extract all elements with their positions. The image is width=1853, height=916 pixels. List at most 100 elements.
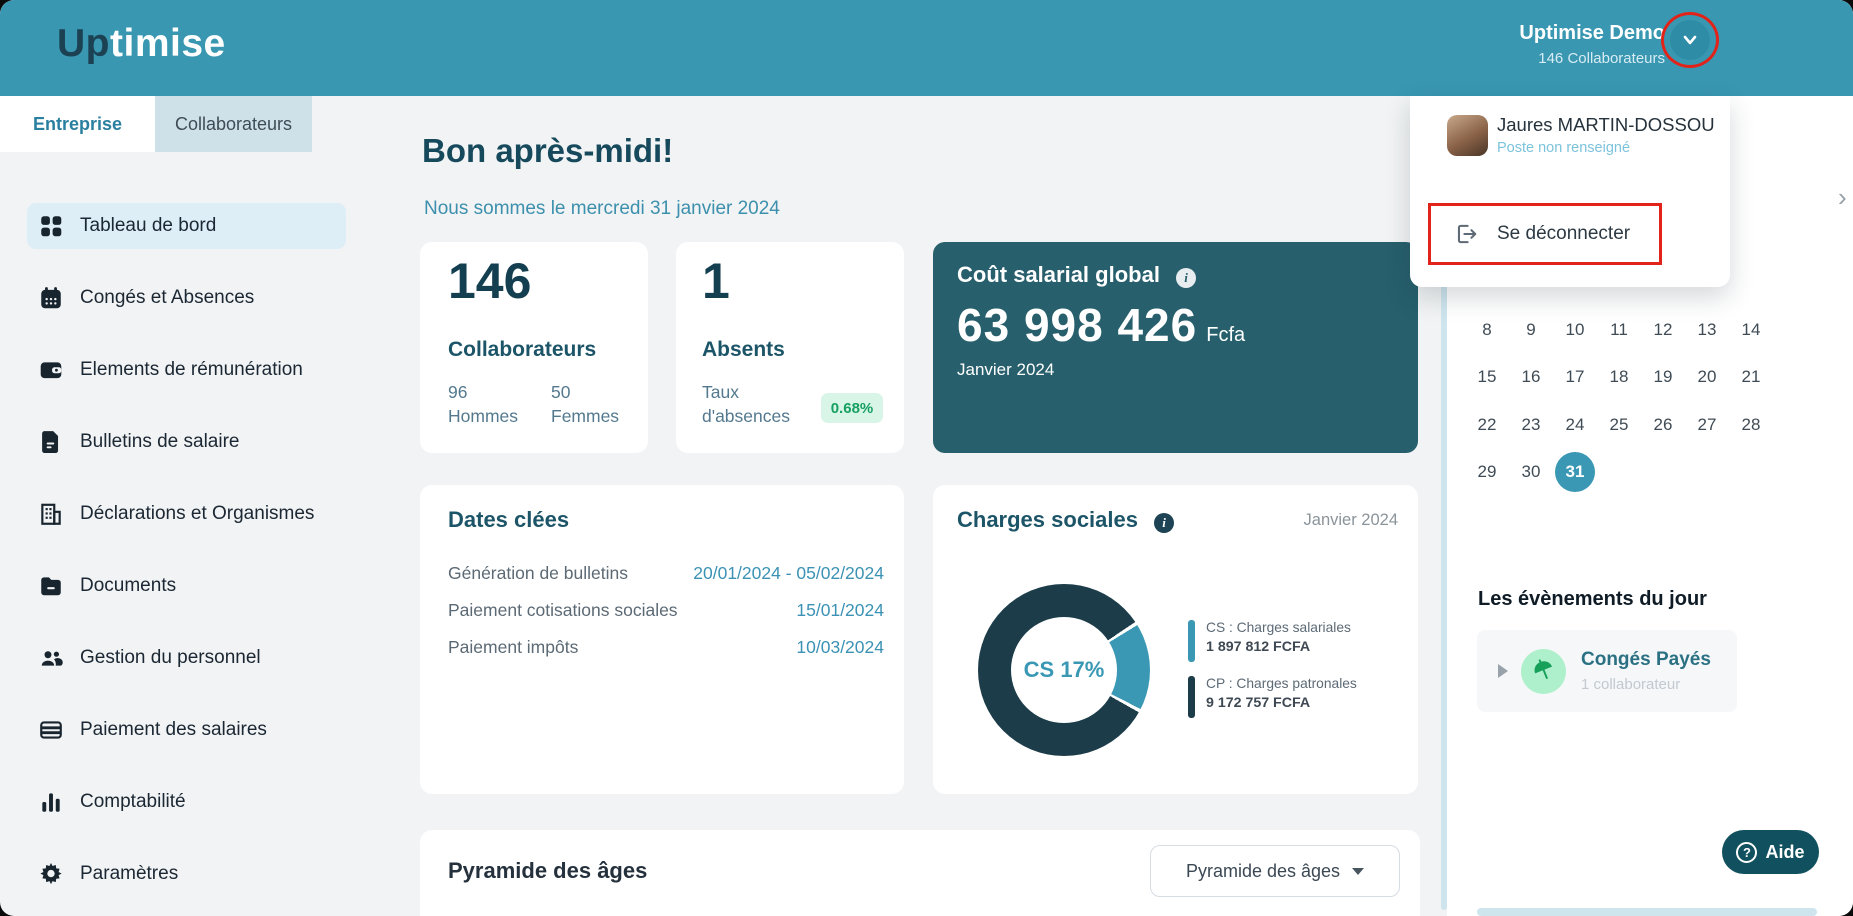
salary-cost-value-row: 63 998 426 Fcfa [957,298,1245,352]
help-button-label: Aide [1765,841,1805,862]
calendar-day[interactable]: 26 [1653,415,1673,434]
key-date-label: Génération de bulletins [448,563,628,583]
tab-collaborateurs[interactable]: Collaborateurs [155,96,312,152]
sidebar-item-declarations-organismes[interactable]: Déclarations et Organismes [27,491,346,537]
event-texts: Congés Payés 1 collaborateur [1581,649,1711,693]
user-name: Jaures MARTIN-DOSSOU [1497,114,1715,135]
help-button[interactable]: Aide [1722,830,1819,874]
tab-collaborateurs-label: Collaborateurs [174,113,293,134]
people-icon [38,645,64,671]
calendar-day[interactable] [1597,452,1641,492]
info-icon[interactable]: i [1176,268,1197,288]
key-date-value: 20/01/2024 - 05/02/2024 [693,563,884,583]
horizontal-scrollbar[interactable] [1477,908,1817,916]
payslip-icon [38,429,64,455]
calendar-day[interactable]: 17 [1565,367,1585,386]
calendar-day[interactable]: 18 [1609,367,1629,386]
key-dates-card: Dates clées Génération de bulletins 20/0… [420,485,904,794]
logout-icon [1453,221,1479,247]
absents-card: 1 Absents Taux d'absences 0.68% [676,242,904,453]
logo-prefix: Up [57,22,110,65]
calendar-day[interactable]: 14 [1741,320,1761,339]
salary-cost-title: Coût salarial global i [957,262,1197,288]
account-dropdown-menu: Jaures MARTIN-DOSSOU Poste non renseigné… [1410,96,1730,287]
calendar-day[interactable]: 29 [1477,462,1497,481]
calendar-day[interactable] [1641,452,1685,492]
collaborators-count: 146 [448,253,532,309]
rate-label-line1: Taux [702,382,739,402]
company-subtitle: 146 Collaborateurs [1538,50,1665,67]
user-avatar [1447,115,1488,156]
calendar-day[interactable]: 8 [1482,320,1492,339]
calendar-day[interactable]: 9 [1526,320,1536,339]
panel-scrollbar[interactable] [1441,100,1447,910]
gear-icon [38,861,64,887]
key-date-label: Paiement cotisations sociales [448,600,678,620]
dashboard-grid-icon [38,213,64,239]
calendar-day[interactable]: 15 [1477,367,1497,386]
legend-item-cp: CP : Charges patronales 9 172 757 FCFA [1188,676,1357,718]
social-charges-title-text: Charges sociales [957,507,1138,532]
calendar-next-icon[interactable]: › [1838,182,1847,212]
sidebar-item-paiement-salaires[interactable]: Paiement des salaires [27,707,346,753]
salary-cost-value: 63 998 426 [957,299,1198,351]
collaborators-card: 146 Collaborateurs 96 Hommes 50 Femmes [420,242,648,453]
wallet-icon [38,357,64,383]
calendar-week-row: 22 23 24 25 26 27 28 [1465,405,1773,445]
women-label: Femmes [551,406,620,426]
uptimise-logo: Uptimise [57,22,226,66]
pyramid-chart-select[interactable]: Pyramide des âges [1150,845,1400,897]
sidebar-item-elements-remuneration[interactable]: Elements de rémunération [27,347,346,393]
company-name: Uptimise Demo [1519,22,1665,44]
sidebar-item-tableau-de-bord[interactable]: Tableau de bord [27,203,346,249]
sidebar-item-gestion-personnel[interactable]: Gestion du personnel [27,635,346,681]
sidebar-item-conges-absences[interactable]: Congés et Absences [27,275,346,321]
women-stat: 50 Femmes [551,380,619,428]
folder-icon [38,573,64,599]
calendar-day[interactable]: 24 [1565,415,1585,434]
calendar-day[interactable]: 13 [1697,320,1717,339]
sidebar-item-parametres[interactable]: Paramètres [27,851,346,897]
question-mark-icon [1736,841,1758,863]
calendar-day[interactable]: 30 [1521,462,1541,481]
sidebar-item-comptabilite[interactable]: Comptabilité [27,779,346,825]
event-item[interactable]: Congés Payés 1 collaborateur [1477,630,1737,712]
calendar-day[interactable]: 11 [1610,320,1628,339]
calendar-day[interactable] [1685,452,1729,492]
calendar-day[interactable]: 23 [1521,415,1541,434]
calendar-day[interactable]: 16 [1521,367,1541,386]
salary-cost-title-text: Coût salarial global [957,262,1160,287]
expand-triangle-icon[interactable] [1498,664,1508,678]
calendar-day[interactable]: 12 [1653,320,1673,339]
calendar-day[interactable]: 25 [1609,415,1629,434]
calendar-day-selected[interactable]: 31 [1553,452,1597,492]
info-icon[interactable]: i [1154,513,1175,533]
tab-entreprise-label: Entreprise [32,113,123,134]
account-menu-button[interactable] [1670,20,1710,60]
calendar-day[interactable]: 22 [1477,415,1497,434]
charges-donut-chart [978,584,1150,756]
women-count: 50 [551,382,571,402]
calendar-day[interactable]: 10 [1565,320,1585,339]
logout-menu-item[interactable]: Se déconnecter [1428,203,1662,265]
event-subtitle: 1 collaborateur [1581,676,1681,693]
chevron-down-icon [1683,35,1697,45]
sidebar-item-label: Comptabilité [80,791,186,812]
events-title: Les évènements du jour [1478,588,1707,610]
vacation-umbrella-icon [1521,648,1566,694]
sidebar-item-label: Bulletins de salaire [80,431,240,452]
sidebar-item-documents[interactable]: Documents [27,563,346,609]
calendar-day[interactable]: 21 [1741,367,1761,386]
calendar-day[interactable]: 28 [1741,415,1761,434]
sidebar-item-bulletins-salaire[interactable]: Bulletins de salaire [27,419,346,465]
calendar-day[interactable]: 20 [1697,367,1717,386]
tab-entreprise[interactable]: Entreprise [0,96,155,152]
calendar-day[interactable]: 19 [1653,367,1673,386]
sidebar-item-label: Congés et Absences [80,287,255,308]
greeting-heading: Bon après-midi! [422,132,674,169]
calendar-day[interactable]: 27 [1697,415,1717,434]
logout-label: Se déconnecter [1497,223,1631,244]
men-count: 96 [448,382,468,402]
men-stat: 96 Hommes [448,380,518,428]
calendar-day[interactable] [1729,452,1773,492]
